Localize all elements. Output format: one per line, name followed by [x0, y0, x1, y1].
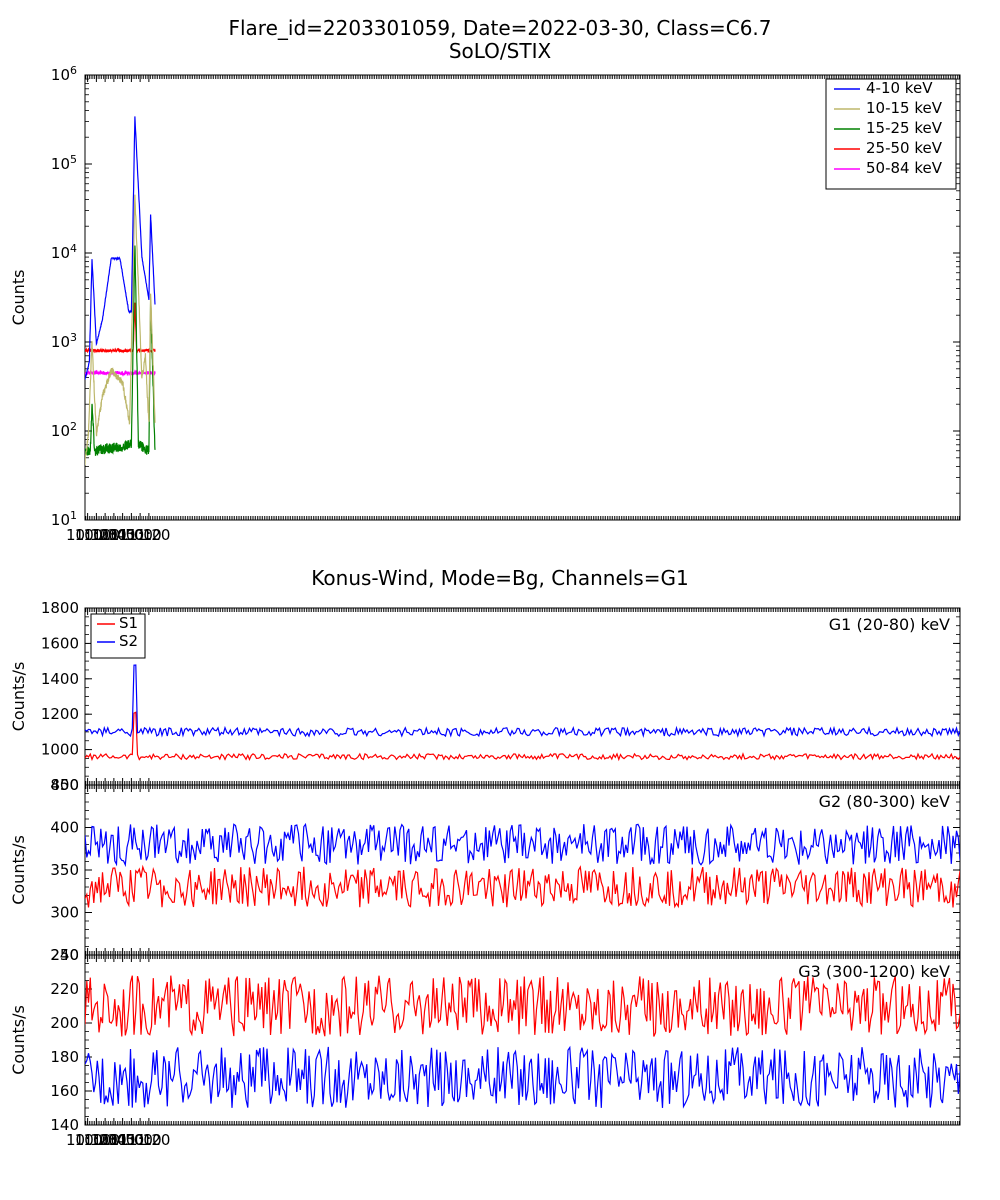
ytick: 200 [50, 1014, 79, 1032]
ytick: 1800 [41, 599, 79, 617]
panel1-ytick: 103 [51, 331, 77, 352]
legend-item: S2 [119, 632, 138, 650]
panel1-ytick: 104 [51, 242, 77, 263]
series-line [85, 665, 960, 736]
panel-annot: G1 (20-80) keV [829, 615, 950, 634]
ytick: 1600 [41, 634, 79, 652]
ytick: 1000 [41, 741, 79, 759]
ylabel: Counts/s [9, 835, 28, 905]
panel1-ytick: 102 [51, 420, 77, 441]
panel1-ylabel: Counts [9, 270, 28, 326]
series-line [85, 824, 960, 865]
legend-item: 15-25 keV [866, 119, 943, 137]
ytick: 1400 [41, 670, 79, 688]
panel1-series [85, 116, 155, 379]
ytick: 180 [50, 1048, 79, 1066]
legend-item: 50-84 keV [866, 159, 943, 177]
panel1-title: SoLO/STIX [449, 39, 552, 63]
ytick: 300 [50, 904, 79, 922]
ytick: 400 [50, 819, 79, 837]
legend-item: 4-10 keV [866, 79, 933, 97]
panel-annot: G2 (80-300) keV [819, 792, 950, 811]
ytick: 1200 [41, 705, 79, 723]
ytick: 220 [50, 980, 79, 998]
figure-root: Flare_id=2203301059, Date=2022-03-30, Cl… [0, 0, 1000, 1200]
series-line [85, 712, 960, 759]
ylabel: Counts/s [9, 1005, 28, 1075]
main-title: Flare_id=2203301059, Date=2022-03-30, Cl… [228, 16, 771, 40]
ytick: 450 [50, 776, 79, 794]
ytick: 350 [50, 861, 79, 879]
panel-annot: G3 (300-1200) keV [798, 962, 950, 981]
ytick: 160 [50, 1082, 79, 1100]
panel-frame [85, 608, 960, 785]
series-line [85, 976, 960, 1037]
ylabel: Counts/s [9, 662, 28, 732]
ytick: 240 [50, 946, 79, 964]
legend-item: 25-50 keV [866, 139, 943, 157]
xtick: 11:20 [127, 1131, 170, 1149]
legend-item: S1 [119, 614, 138, 632]
series-line [85, 1047, 960, 1108]
panel1-ytick: 106 [51, 64, 77, 85]
panel1-series [85, 371, 155, 375]
series-line [85, 867, 960, 908]
subplot-title: Konus-Wind, Mode=Bg, Channels=G1 [311, 566, 688, 590]
panel1-xtick: 11:20 [127, 526, 170, 544]
legend-item: 10-15 keV [866, 99, 943, 117]
panel1-ytick: 105 [51, 153, 77, 174]
